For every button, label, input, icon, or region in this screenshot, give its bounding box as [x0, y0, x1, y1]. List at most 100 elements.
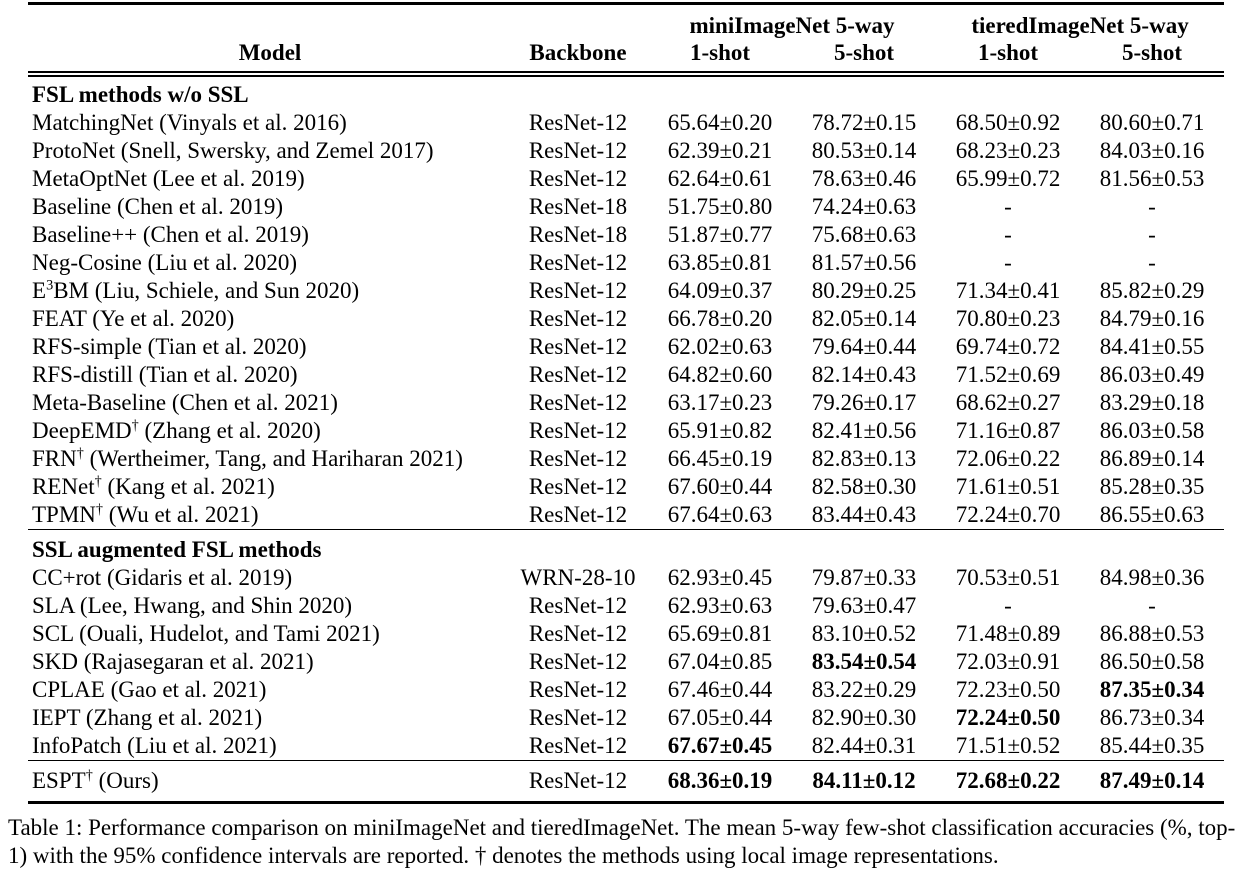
- accuracy-value: 63.85±0.81: [667, 250, 773, 275]
- backbone-value: ResNet-12: [528, 110, 628, 135]
- accuracy-value: 86.89±0.14: [1099, 446, 1205, 471]
- table-row: SKD (Rajasegaran et al. 2021) ResNet-12 67…: [28, 648, 1224, 676]
- accuracy-value: 72.06±0.22: [955, 446, 1061, 471]
- accuracy-value: 84.79±0.16: [1099, 306, 1205, 331]
- backbone-value: ResNet-12: [528, 474, 628, 499]
- accuracy-value: 68.62±0.27: [955, 390, 1061, 415]
- backbone-value: ResNet-18: [528, 194, 628, 219]
- table-row: CPLAE (Gao et al. 2021) ResNet-12 67.46±0.…: [28, 676, 1224, 704]
- column-header-model: Model: [28, 39, 508, 77]
- model-name: RENet† (Kang et al. 2021): [32, 473, 275, 499]
- table-caption: Table 1: Performance comparison on miniI…: [8, 815, 1236, 868]
- model-name: TPMN† (Wu et al. 2021): [32, 501, 259, 527]
- backbone-value: ResNet-12: [528, 390, 628, 415]
- model-name: Meta-Baseline (Chen et al. 2021): [32, 390, 338, 415]
- accuracy-value: 62.93±0.63: [667, 593, 773, 618]
- model-name: CPLAE (Gao et al. 2021): [32, 677, 267, 702]
- table-row: IEPT (Zhang et al. 2021) ResNet-12 67.05±0…: [28, 704, 1224, 732]
- superscript: 3: [46, 277, 54, 294]
- accuracy-value: 87.49±0.14: [1080, 760, 1225, 804]
- model-name: Baseline++ (Chen et al. 2019): [32, 222, 309, 247]
- accuracy-value: 71.16±0.87: [955, 418, 1061, 443]
- model-name: ESPT† (Ours): [28, 760, 508, 804]
- accuracy-value: 67.46±0.44: [667, 677, 773, 702]
- accuracy-value: 85.44±0.35: [1099, 733, 1205, 758]
- accuracy-value: 68.36±0.19: [648, 760, 792, 804]
- backbone-value: ResNet-12: [528, 334, 628, 359]
- accuracy-value: 65.99±0.72: [955, 166, 1061, 191]
- column-header-row: Model Backbone 1-shot 5-shot 1-shot 5-sh…: [28, 39, 1225, 77]
- table-row: MatchingNet (Vinyals et al. 2016) ResNet-…: [28, 109, 1224, 137]
- dagger-superscript: †: [95, 501, 104, 518]
- backbone-value: ResNet-12: [528, 502, 628, 527]
- group-header-row: miniImageNet 5-way tieredImageNet 5-way: [28, 2, 1225, 39]
- table-body: FSL methods w/o SSL MatchingNet (Vinyals …: [28, 74, 1225, 804]
- column-header-mini-1shot: 1-shot: [648, 39, 792, 77]
- model-name: E3BM (Liu, Schiele, and Sun 2020): [32, 277, 360, 303]
- table-row: RENet† (Kang et al. 2021) ResNet-12 67.60±…: [28, 473, 1224, 501]
- model-name: InfoPatch (Liu et al. 2021): [32, 733, 277, 758]
- backbone-value: ResNet-12: [528, 649, 628, 674]
- group-header-miniimagenet: miniImageNet 5-way: [648, 2, 937, 39]
- accuracy-value: 84.03±0.16: [1099, 138, 1205, 163]
- accuracy-value: 66.45±0.19: [667, 446, 773, 471]
- section-header-row: FSL methods w/o SSL: [28, 74, 1224, 109]
- accuracy-value: 74.24±0.63: [811, 194, 917, 219]
- backbone-value: ResNet-12: [528, 418, 628, 443]
- accuracy-value: 75.68±0.63: [811, 222, 917, 247]
- backbone-value: ResNet-12: [528, 166, 628, 191]
- section-header-row: SSL augmented FSL methods: [28, 529, 1225, 564]
- table-row: SLA (Lee, Hwang, and Shin 2020) ResNet-12…: [28, 592, 1224, 620]
- accuracy-value: 62.93±0.45: [667, 565, 773, 590]
- table-row: ProtoNet (Snell, Swersky, and Zemel 2017…: [28, 137, 1224, 165]
- model-name: FRN† (Wertheimer, Tang, and Hariharan 20…: [32, 445, 463, 471]
- backbone-value: ResNet-12: [528, 446, 628, 471]
- table-row: ESPT† (Ours) ResNet-12 68.36±0.19 84.11±0.1…: [28, 760, 1225, 804]
- blank-cell: [508, 2, 648, 39]
- model-name: Baseline (Chen et al. 2019): [32, 194, 284, 219]
- accuracy-value: 82.44±0.31: [811, 733, 917, 758]
- dagger-superscript: †: [131, 417, 139, 434]
- accuracy-value: 86.03±0.49: [1099, 362, 1205, 387]
- dagger-superscript: †: [85, 767, 93, 784]
- table-row: DeepEMD† (Zhang et al. 2020) ResNet-12 65.…: [28, 417, 1224, 445]
- model-name: CC+rot (Gidaris et al. 2019): [32, 565, 293, 590]
- accuracy-value: 66.78±0.20: [667, 306, 773, 331]
- accuracy-value: 85.82±0.29: [1099, 278, 1205, 303]
- backbone-value: ResNet-12: [528, 705, 628, 730]
- table-row: FEAT (Ye et al. 2020) ResNet-12 66.78±0.20…: [28, 305, 1224, 333]
- section-title: FSL methods w/o SSL: [32, 82, 249, 107]
- accuracy-value: 86.73±0.34: [1099, 705, 1205, 730]
- accuracy-value: 84.98±0.36: [1099, 565, 1205, 590]
- section-title: SSL augmented FSL methods: [28, 529, 1225, 564]
- accuracy-value: 71.34±0.41: [955, 278, 1061, 303]
- table-row: FRN† (Wertheimer, Tang, and Hariharan 20…: [28, 445, 1224, 473]
- column-header-tiered-5shot: 5-shot: [1080, 39, 1225, 77]
- column-header-mini-5shot: 5-shot: [792, 39, 937, 77]
- backbone-value: ResNet-12: [528, 733, 628, 758]
- accuracy-value: 79.26±0.17: [811, 390, 917, 415]
- accuracy-value: 72.03±0.91: [955, 649, 1061, 674]
- column-header-backbone: Backbone: [508, 39, 648, 77]
- accuracy-value: -: [1148, 250, 1156, 275]
- accuracy-value: 82.90±0.30: [811, 705, 917, 730]
- model-name: RFS-distill (Tian et al. 2020): [32, 362, 298, 387]
- accuracy-value: 51.87±0.77: [667, 222, 773, 247]
- backbone-value: ResNet-12: [528, 250, 628, 275]
- accuracy-value: 83.29±0.18: [1099, 390, 1205, 415]
- table-row: RFS-distill (Tian et al. 2020) ResNet-12 6…: [28, 361, 1224, 389]
- accuracy-value: 86.55±0.63: [1099, 502, 1205, 527]
- backbone-value: ResNet-12: [528, 621, 628, 646]
- accuracy-value: 62.64±0.61: [667, 166, 773, 191]
- accuracy-value: 67.04±0.85: [667, 649, 773, 674]
- backbone-value: ResNet-12: [528, 306, 628, 331]
- accuracy-value: 71.48±0.89: [955, 621, 1061, 646]
- accuracy-value: 72.23±0.50: [955, 677, 1061, 702]
- accuracy-value: 65.64±0.20: [667, 110, 773, 135]
- model-name: SKD (Rajasegaran et al. 2021): [32, 649, 314, 674]
- accuracy-value: 67.67±0.45: [667, 733, 773, 758]
- accuracy-value: 84.41±0.55: [1099, 334, 1205, 359]
- table-row: SCL (Ouali, Hudelot, and Tami 2021) ResNe…: [28, 620, 1224, 648]
- accuracy-value: 70.53±0.51: [955, 565, 1061, 590]
